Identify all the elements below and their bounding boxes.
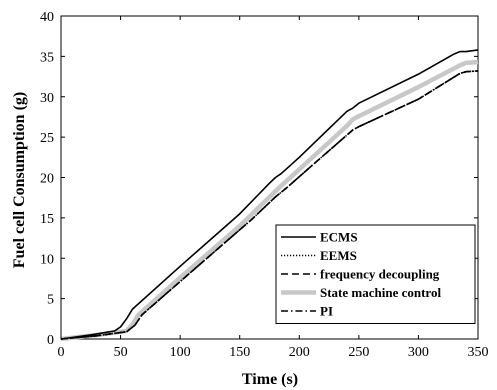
y-axis-label: Fuel cell Consumption (g) [11,92,28,268]
legend-label: ECMS [320,230,358,245]
legend-label: EEMS [320,248,357,263]
x-tick-label: 200 [289,345,310,360]
y-tick-label: 15 [40,212,54,227]
y-tick-label: 25 [40,131,54,146]
legend-label: State machine control [320,285,441,300]
series-layer [60,49,479,342]
series-line-state-machine-control [60,59,479,342]
x-tick-label: 350 [468,345,489,360]
legend-label: PI [320,304,333,319]
x-tick-label: 150 [229,345,250,360]
series-line-pi [60,70,479,340]
x-axis-label: Time (s) [242,371,298,388]
y-tick-label: 20 [40,172,54,187]
y-tick-label: 10 [40,252,54,267]
y-tick-label: 40 [40,10,54,25]
x-tick-label: 250 [348,345,369,360]
y-tick-label: 0 [47,333,54,348]
legend-label: frequency decoupling [320,267,440,282]
x-tick-label: 100 [170,345,191,360]
series-line-ecms [60,49,479,340]
x-tick-label: 300 [408,345,429,360]
ticks-layer: 0 50 100 150 200 250 300 350 0 5 10 15 20 25 30 35 40 [40,10,489,360]
y-tick-label: 5 [47,293,54,308]
y-tick-label: 30 [40,91,54,106]
legend: ECMS EEMS frequency decoupling State machin… [275,224,476,324]
x-tick-label: 0 [58,345,65,360]
x-tick-label: 50 [114,345,128,360]
y-tick-label: 35 [40,50,54,65]
